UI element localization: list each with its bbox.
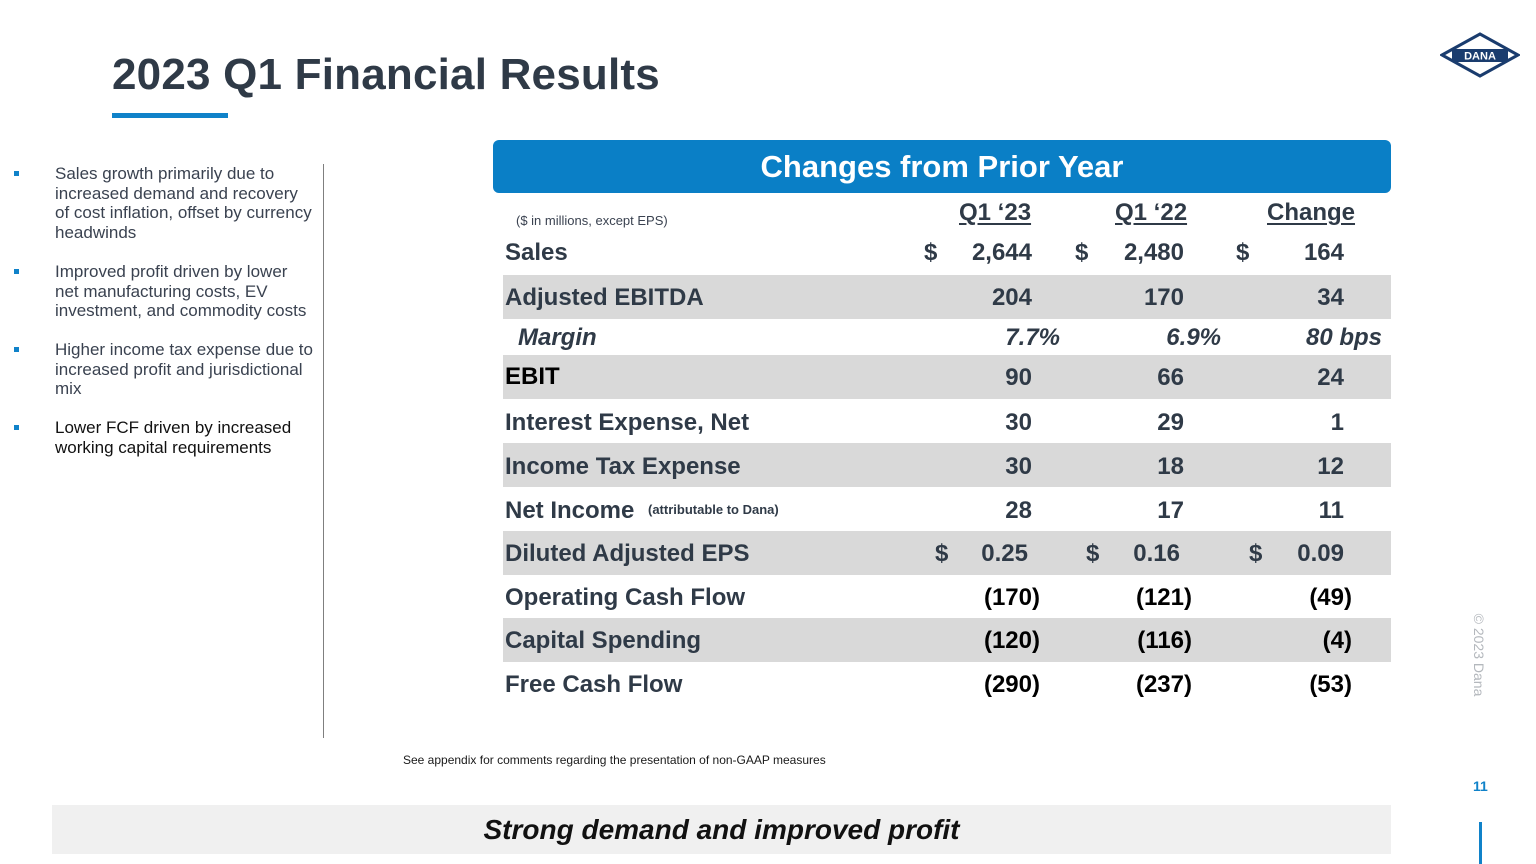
value-q1-22: 0.16 — [1133, 540, 1180, 567]
table-row-income-tax-expense: Income Tax Expense 30 18 12 — [503, 443, 1391, 487]
table-banner: Changes from Prior Year — [493, 140, 1391, 193]
row-label: Operating Cash Flow — [505, 584, 746, 611]
bullet-item: Lower FCF driven by increased working ca… — [14, 418, 314, 457]
value-q1-23: 90 — [1005, 364, 1032, 391]
value-q1-22: 18 — [1157, 453, 1184, 480]
table-row-adjusted-ebitda: Adjusted EBITDA 204 170 34 — [503, 275, 1391, 319]
value-change: 24 — [1317, 364, 1344, 391]
value-change: (49) — [1309, 584, 1352, 611]
value-q1-23: (120) — [983, 627, 1040, 654]
value-q1-22: 6.9% — [1166, 324, 1221, 351]
value-q1-22: 17 — [1157, 497, 1184, 524]
page-accent-bar — [1479, 822, 1482, 864]
value-q1-22: 29 — [1157, 409, 1184, 436]
value-change: 34 — [1317, 284, 1344, 311]
row-label: Capital Spending — [505, 627, 702, 654]
table-row-operating-cash-flow: Operating Cash Flow (170) (121) (49) — [503, 575, 1391, 619]
table-row-ebit: EBIT 90 66 24 — [503, 355, 1391, 399]
value-q1-22: (116) — [1137, 627, 1192, 654]
value-change: 12 — [1317, 453, 1344, 480]
vertical-divider — [323, 164, 324, 738]
table-row-sales: Sales $ 2,644 $ 2,480 $ 164 — [503, 231, 1391, 275]
currency-symbol: $ — [1236, 239, 1250, 266]
table-row-capital-spending: Capital Spending (120) (116) (4) — [503, 618, 1391, 662]
row-label: Free Cash Flow — [505, 671, 683, 698]
column-header-q1-23: Q1 ‘23 — [959, 199, 1032, 226]
table-row-diluted-adjusted-eps: Diluted Adjusted EPS $ 0.25 $ 0.16 $ 0.0… — [503, 531, 1391, 575]
value-change: 80 bps — [1305, 324, 1382, 351]
row-label: EBIT — [505, 363, 560, 390]
table-row-net-income: Net Income (attributable to Dana) 28 17 … — [503, 487, 1391, 531]
page-number: 11 — [1473, 778, 1488, 794]
value-change: (53) — [1309, 671, 1352, 698]
value-q1-23: (170) — [983, 584, 1040, 611]
table-row-margin: Margin 7.7% 6.9% 80 bps — [503, 319, 1391, 355]
copyright-text: © 2023 Dana — [1471, 613, 1487, 697]
currency-symbol: $ — [924, 239, 938, 266]
bullet-item: Improved profit driven by lower net manu… — [14, 262, 314, 321]
value-change: (4) — [1322, 627, 1352, 654]
value-q1-22: (237) — [1135, 671, 1192, 698]
currency-symbol: $ — [935, 540, 949, 567]
row-sublabel: (attributable to Dana) — [648, 502, 779, 517]
currency-symbol: $ — [1086, 540, 1100, 567]
row-label: Sales — [505, 239, 568, 266]
table-row-free-cash-flow: Free Cash Flow (290) (237) (53) — [503, 662, 1391, 706]
tagline-banner: Strong demand and improved profit — [52, 805, 1391, 854]
title-underline — [112, 113, 228, 118]
column-header-q1-22: Q1 ‘22 — [1115, 199, 1188, 226]
bullet-square-icon — [14, 425, 19, 431]
row-label: Interest Expense, Net — [505, 409, 750, 436]
value-q1-23: (290) — [983, 671, 1040, 698]
value-q1-23: 204 — [991, 284, 1032, 311]
row-label: Net Income — [505, 497, 635, 524]
row-label: Income Tax Expense — [505, 453, 741, 480]
page-title: 2023 Q1 Financial Results — [112, 50, 660, 99]
summary-bullets: Sales growth primarily due to increased … — [14, 164, 314, 476]
svg-text:DANA: DANA — [1464, 51, 1496, 63]
footnote: See appendix for comments regarding the … — [403, 753, 826, 767]
units-note: ($ in millions, except EPS) — [516, 213, 668, 228]
value-change: 0.09 — [1297, 540, 1344, 567]
column-header-change: Change — [1267, 199, 1356, 226]
value-q1-23: 0.25 — [981, 540, 1028, 567]
value-q1-22: 2,480 — [1123, 239, 1184, 266]
bullet-item: Higher income tax expense due to increas… — [14, 340, 314, 399]
value-change: 164 — [1303, 239, 1344, 266]
value-q1-23: 2,644 — [971, 239, 1032, 266]
value-q1-23: 7.7% — [1005, 324, 1060, 351]
row-label: Margin — [518, 324, 597, 351]
currency-symbol: $ — [1075, 239, 1089, 266]
dana-logo: DANA — [1440, 32, 1520, 78]
value-change: 11 — [1318, 497, 1344, 524]
value-q1-23: 30 — [1005, 453, 1032, 480]
row-label: Diluted Adjusted EPS — [505, 540, 750, 567]
row-label: Adjusted EBITDA — [505, 284, 704, 311]
value-q1-22: 66 — [1157, 364, 1184, 391]
table-row-interest-expense: Interest Expense, Net 30 29 1 — [503, 400, 1391, 444]
currency-symbol: $ — [1249, 540, 1263, 567]
bullet-square-icon — [14, 171, 19, 176]
value-q1-22: (121) — [1135, 584, 1192, 611]
value-q1-23: 28 — [1005, 497, 1032, 524]
bullet-square-icon — [14, 346, 19, 352]
value-q1-23: 30 — [1005, 409, 1032, 436]
bullet-square-icon — [14, 268, 19, 274]
value-q1-22: 170 — [1143, 284, 1184, 311]
bullet-item: Sales growth primarily due to increased … — [14, 164, 314, 243]
value-change: 1 — [1330, 409, 1344, 436]
